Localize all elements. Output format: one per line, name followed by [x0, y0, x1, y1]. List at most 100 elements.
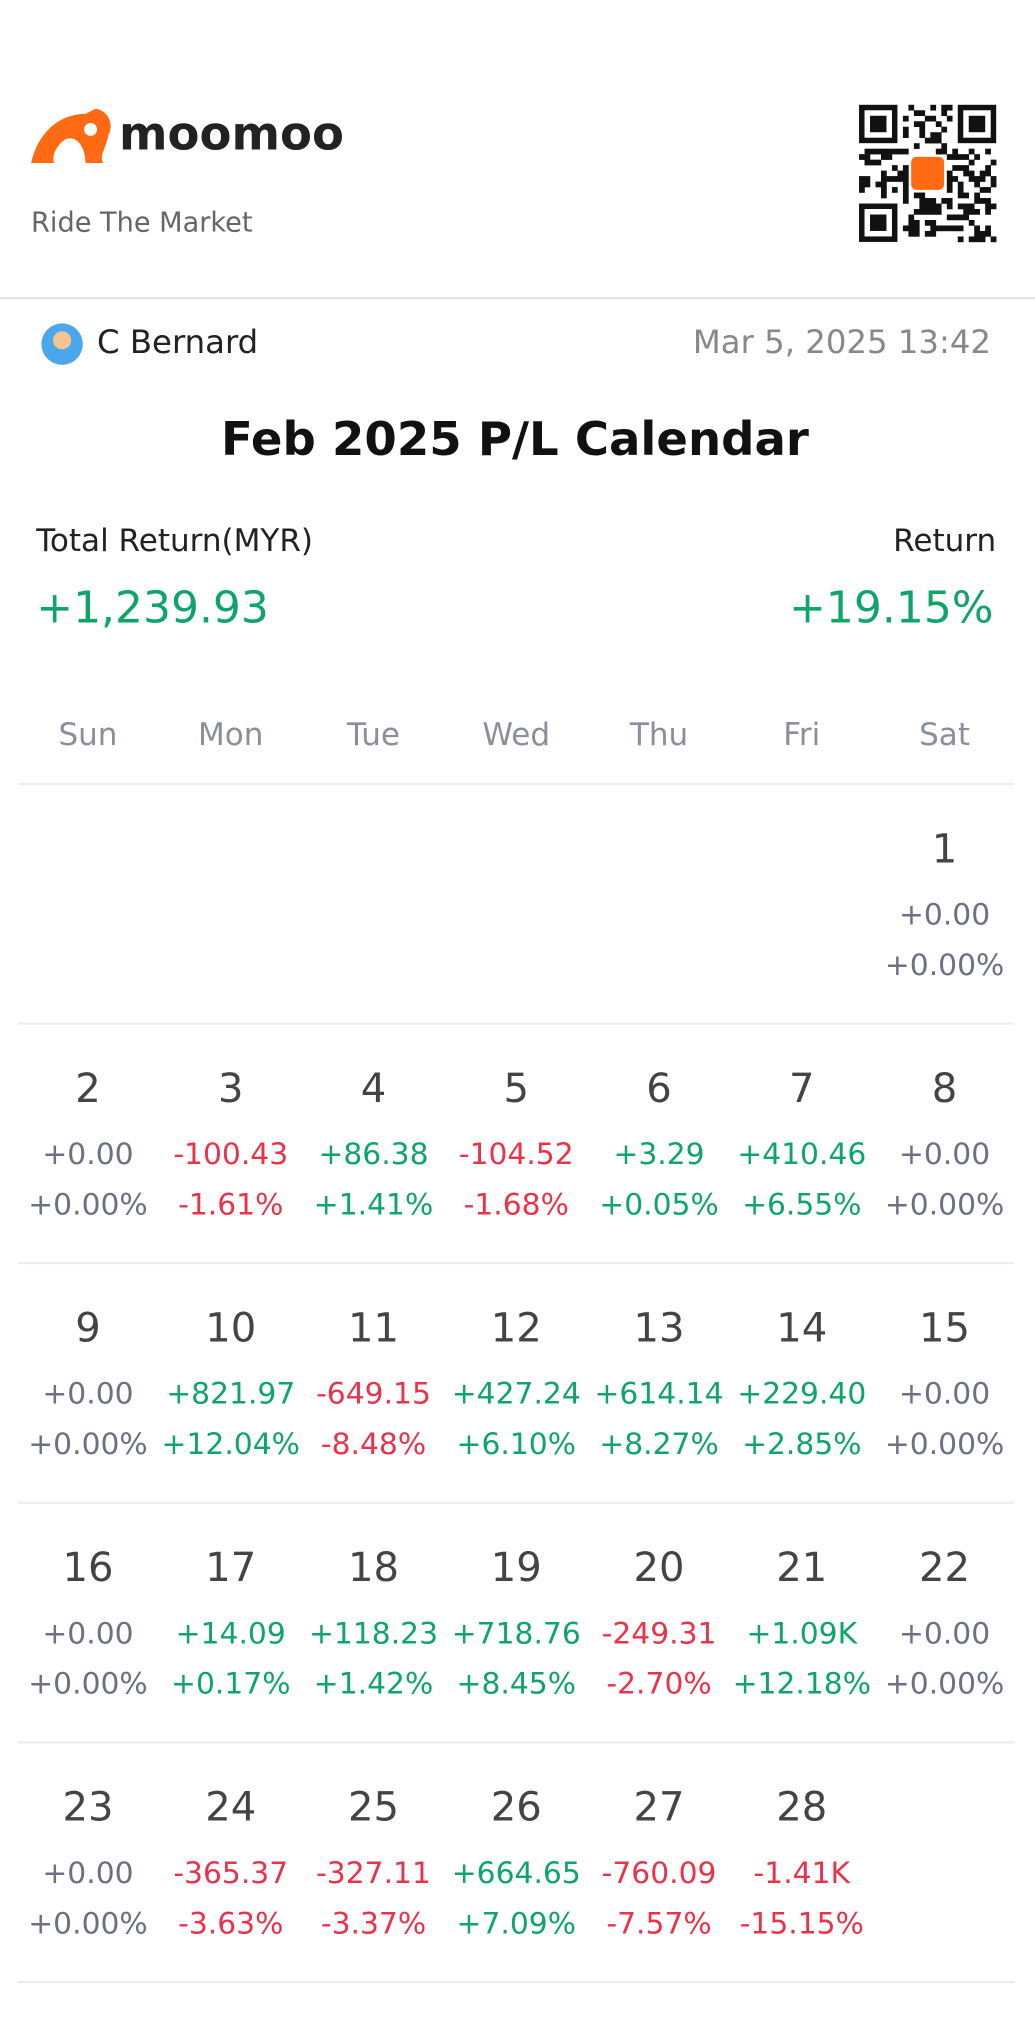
- qr-module: [930, 203, 937, 210]
- user-name: C Bernard: [97, 323, 258, 361]
- qr-module: [952, 154, 959, 160]
- day-pl: -327.11: [316, 1856, 431, 1891]
- qr-module: [935, 225, 942, 232]
- qr-module: [979, 170, 986, 177]
- qr-module: [963, 192, 970, 199]
- qr-module: [919, 198, 926, 204]
- calendar: Sun Mon Tue Wed Thu Fri Sat 1 +0.00 +0.00% 2 +0.00 +…: [18, 717, 1015, 1983]
- total-value: +1,239.93: [36, 583, 269, 634]
- qr-module: [897, 148, 904, 155]
- qr-module: [990, 236, 997, 243]
- day-pl: +821.97: [166, 1377, 295, 1412]
- day-pct: +6.55%: [742, 1188, 861, 1223]
- qr-module: [941, 225, 948, 232]
- day-number: 3: [218, 1066, 244, 1112]
- qr-module: [935, 209, 942, 215]
- qr-module: [864, 176, 871, 182]
- qr-finder: [870, 214, 887, 231]
- day-pct: +0.05%: [599, 1188, 718, 1223]
- day-number: 2: [75, 1066, 101, 1112]
- qr-module: [930, 198, 937, 204]
- day-number: 13: [634, 1305, 685, 1351]
- qr-module: [941, 126, 948, 133]
- day-pl: +86.38: [318, 1137, 428, 1172]
- qr-finder: [968, 115, 986, 133]
- day-number: 17: [205, 1545, 256, 1591]
- qr-module: [930, 209, 937, 215]
- day-number: 27: [634, 1785, 685, 1831]
- qr-module: [859, 181, 865, 188]
- qr-module: [979, 198, 986, 204]
- day-number: 23: [62, 1785, 113, 1831]
- qr-module: [924, 203, 931, 210]
- qr-module: [908, 219, 915, 226]
- day-pct: -7.57%: [606, 1906, 711, 1941]
- day-pl: +0.00: [899, 1616, 990, 1651]
- qr-module: [985, 170, 991, 177]
- day-number: 21: [776, 1545, 827, 1591]
- qr-module: [974, 154, 980, 160]
- day-number: 25: [348, 1785, 399, 1831]
- weekday-label: Sat: [919, 717, 970, 753]
- qr-module: [919, 203, 926, 210]
- qr-module: [974, 192, 980, 199]
- day-pl: +0.00: [42, 1856, 133, 1891]
- day-pl: -249.31: [602, 1616, 717, 1651]
- day-pl: +0.00: [42, 1377, 133, 1412]
- qr-module: [880, 176, 887, 182]
- qr-module: [957, 214, 964, 221]
- qr-module: [908, 214, 915, 221]
- day-number: 15: [919, 1305, 970, 1351]
- qr-module: [946, 187, 953, 193]
- day-number: 19: [491, 1545, 542, 1591]
- qr-module: [968, 219, 975, 226]
- day-pl: +0.00: [42, 1137, 133, 1172]
- qr-module: [985, 165, 991, 171]
- qr-module: [859, 154, 865, 160]
- day-pct: -1.68%: [464, 1188, 569, 1223]
- qr-module: [919, 132, 926, 138]
- day-pct: +6.10%: [457, 1427, 576, 1462]
- day-number: 18: [348, 1545, 399, 1591]
- day-number: 24: [205, 1785, 256, 1831]
- day-pct: +8.27%: [599, 1427, 718, 1462]
- qr-module: [957, 187, 964, 193]
- timestamp: Mar 5, 2025 13:42: [693, 323, 991, 361]
- day-number: 8: [932, 1066, 958, 1112]
- qr-module: [968, 203, 975, 210]
- weekday-label: Thu: [629, 717, 688, 753]
- day-number: 14: [776, 1305, 827, 1351]
- qr-module: [880, 148, 887, 155]
- qr-module: [957, 165, 964, 171]
- qr-module: [924, 137, 931, 144]
- qr-module: [902, 187, 909, 193]
- qr-module: [957, 225, 964, 232]
- qr-module: [902, 126, 909, 133]
- qr-module: [897, 170, 904, 177]
- qr-module: [908, 104, 915, 111]
- day-pl: -104.52: [459, 1137, 574, 1172]
- qr-module: [946, 225, 953, 232]
- qr-module: [935, 148, 942, 155]
- qr-module: [919, 121, 926, 127]
- day-pct: +1.42%: [314, 1667, 433, 1702]
- day-pl: +118.23: [309, 1616, 438, 1651]
- weekday-label: Sun: [58, 717, 117, 753]
- qr-module: [985, 203, 991, 210]
- day-pct: +0.00%: [885, 1667, 1004, 1702]
- qr-module: [913, 121, 920, 127]
- qr-module: [985, 225, 991, 232]
- qr-module: [963, 170, 970, 177]
- qr-module: [919, 192, 926, 199]
- qr-module: [930, 219, 937, 226]
- day-pl: +664.65: [452, 1856, 581, 1891]
- qr-module: [941, 148, 948, 155]
- day-pct: +0.00%: [28, 1667, 147, 1702]
- qr-module: [880, 181, 887, 188]
- qr-module: [952, 225, 959, 232]
- qr-module: [864, 159, 871, 166]
- qr-module: [924, 198, 931, 204]
- qr-module: [968, 209, 975, 215]
- qr-module: [952, 214, 959, 221]
